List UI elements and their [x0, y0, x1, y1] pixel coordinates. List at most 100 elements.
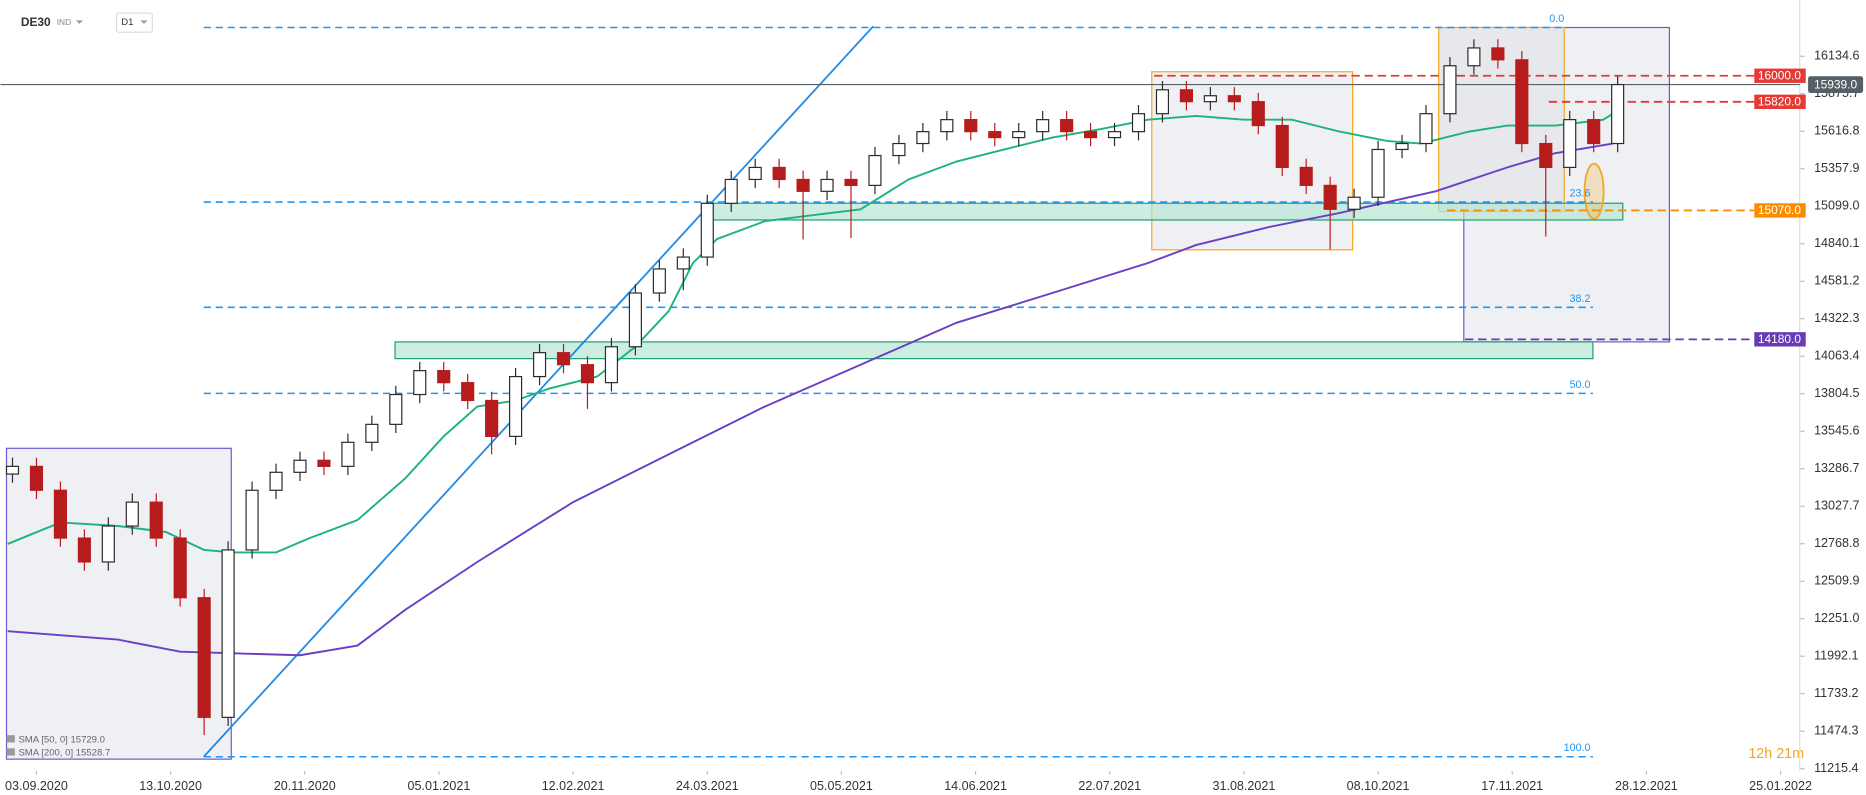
y-tick-label: 13545.6: [1814, 424, 1859, 438]
market: IND: [57, 17, 71, 27]
candles: [5, 39, 1625, 736]
candle-body: [485, 399, 499, 437]
candle-body: [197, 597, 211, 718]
candle-body: [652, 268, 666, 294]
interval: D1: [121, 17, 133, 28]
candle-body: [748, 166, 762, 181]
candle-body: [509, 375, 523, 437]
legend-icon: [6, 748, 15, 756]
candle-body: [221, 549, 235, 718]
candle-body: [317, 459, 331, 467]
dropdown-icon: [140, 20, 148, 24]
level-tag-label: 15070.0: [1758, 203, 1802, 217]
candle-body: [1467, 47, 1481, 67]
fib-label: 100.0: [1564, 742, 1591, 754]
candle-body: [341, 441, 355, 467]
legend-entry: SMA [50, 0] 15729.0: [18, 735, 105, 746]
dropdown-icon: [75, 20, 84, 24]
y-tick-label: 12251.0: [1814, 611, 1859, 625]
y-tick-label: 13804.5: [1814, 386, 1859, 400]
candle-body: [1539, 142, 1553, 169]
candle-body: [1395, 142, 1409, 151]
interval-select[interactable]: [115, 12, 153, 33]
y-tick-label: 11215.4: [1814, 761, 1858, 775]
candle-body: [125, 501, 139, 527]
x-tick-label: 14.06.2021: [944, 779, 1007, 793]
x-tick-label: 03.09.2020: [5, 779, 68, 793]
candle-body: [1251, 101, 1265, 127]
y-tick-label: 14581.2: [1814, 274, 1859, 288]
candle-body: [1515, 59, 1529, 145]
level-tag: [1754, 68, 1806, 83]
candle-body: [53, 489, 67, 539]
current-price-label: 15939.0: [1814, 77, 1858, 91]
level-tag: [1754, 203, 1806, 218]
support-zone: [394, 341, 1594, 360]
candle-body: [532, 352, 547, 378]
range-box: [5, 447, 232, 760]
candle-body: [1179, 89, 1193, 103]
fib-label: 50.0: [1570, 379, 1591, 391]
candle-body: [700, 202, 714, 258]
level-tag-label: 16000.0: [1758, 69, 1802, 83]
candle-body: [101, 525, 115, 563]
candle-body: [77, 537, 91, 563]
candle-body: [1299, 166, 1313, 186]
y-tick-label: 15099.0: [1814, 199, 1859, 213]
candle-body: [940, 119, 954, 133]
x-tick-label: 22.07.2021: [1078, 779, 1141, 793]
highlight: [1583, 162, 1605, 220]
x-tick-label: 12.02.2021: [542, 779, 605, 793]
legend-icon: [6, 735, 15, 743]
candle-body: [724, 178, 738, 204]
candle-body: [389, 393, 403, 425]
candle-body: [892, 142, 906, 157]
candle-body: [437, 370, 451, 384]
candle-body: [1227, 95, 1241, 103]
candle-body: [964, 119, 978, 133]
candle-body: [29, 465, 44, 491]
candle-body: [245, 489, 259, 551]
candle-body: [1131, 113, 1146, 133]
candle-body: [1419, 113, 1433, 145]
sma-line: [7, 112, 1614, 554]
overlays: [7, 112, 1614, 657]
symbol: DE30: [21, 15, 51, 29]
candle-body: [796, 178, 810, 192]
candle-body: [461, 382, 475, 402]
candle-body: [1107, 131, 1122, 139]
y-tick-label: 13286.7: [1814, 461, 1859, 475]
fib-label: 23.6: [1570, 188, 1591, 200]
y-tick-label: 15616.8: [1814, 124, 1859, 138]
candle-body: [1323, 184, 1337, 210]
level-tag: [1754, 332, 1806, 347]
candle-body: [1036, 119, 1050, 133]
y-tick-label: 11474.3: [1814, 724, 1858, 738]
x-tick-label: 05.01.2021: [408, 779, 471, 793]
y-tick-label: 14063.4: [1814, 349, 1859, 363]
y-tick-label: 11992.1: [1814, 649, 1858, 663]
candle-body: [988, 131, 1002, 139]
level-tag-label: 14180.0: [1758, 332, 1802, 346]
candle-body: [1347, 196, 1361, 210]
candle-body: [916, 131, 930, 145]
x-tick-label: 24.03.2021: [676, 779, 739, 793]
drawings: [5, 25, 1671, 760]
candle-body: [868, 154, 882, 186]
candle-body: [556, 352, 571, 366]
y-tick-label: 12768.8: [1814, 536, 1859, 550]
x-tick-label: 25.01.2022: [1749, 779, 1812, 793]
candle-body: [1371, 148, 1385, 198]
candle-body: [772, 166, 786, 181]
x-tick-label: 17.11.2021: [1481, 779, 1543, 793]
y-tick-label: 11733.2: [1814, 686, 1858, 700]
legend-entry: SMA [200, 0] 15528.7: [18, 748, 110, 759]
candle-body: [293, 459, 307, 473]
current-price-tag: [1808, 76, 1864, 93]
x-tick-label: 08.10.2021: [1347, 779, 1410, 793]
candle-body: [1155, 89, 1170, 115]
y-tick-label: 14322.3: [1814, 311, 1859, 325]
candle-body: [1275, 124, 1289, 169]
x-tick-label: 13.10.2020: [139, 779, 202, 793]
